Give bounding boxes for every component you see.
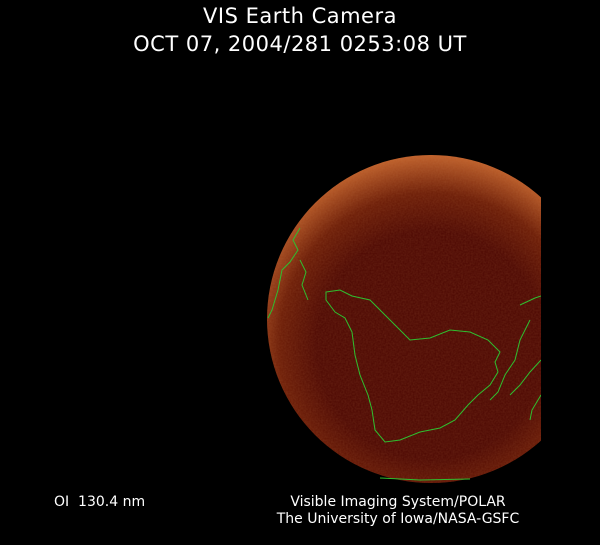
- image-title: VIS Earth Camera: [203, 4, 397, 28]
- credit-line-instrument: Visible Imaging System/POLAR: [290, 494, 506, 510]
- coastlines: [267, 227, 541, 481]
- credit-line-institution: The University of Iowa/NASA-GSFC: [276, 511, 520, 527]
- wavelength-label: OI 130.4 nm: [54, 494, 146, 510]
- image-timestamp: OCT 07, 2004/281 0253:08 UT: [133, 32, 467, 56]
- aurora-texture: [267, 155, 541, 483]
- credits: Visible Imaging System/POLAR The Univers…: [252, 494, 544, 528]
